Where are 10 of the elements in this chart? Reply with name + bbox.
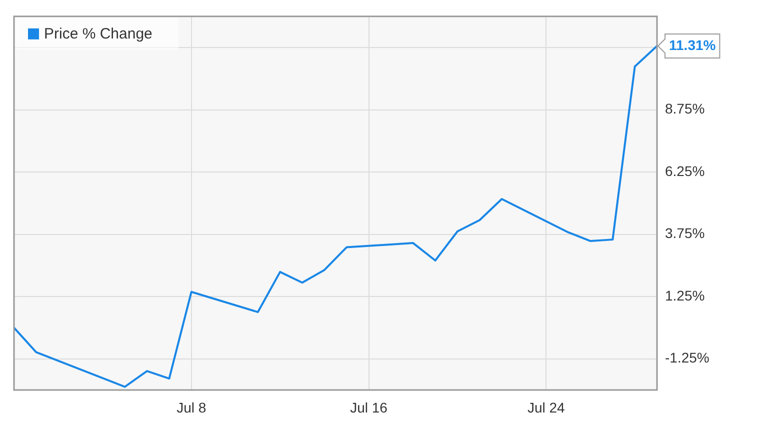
x-tick-label: Jul 24: [527, 399, 566, 416]
x-tick-label: Jul 8: [176, 399, 206, 416]
y-tick-label: 6.25%: [665, 162, 705, 179]
data-label: 11.31%: [669, 36, 716, 53]
y-tick-label: 8.75%: [665, 100, 705, 117]
y-tick-label: 3.75%: [665, 225, 705, 242]
legend-label: Price % Change: [44, 26, 152, 43]
x-tick-label: Jul 16: [350, 399, 388, 416]
y-tick-label: 1.25%: [665, 287, 705, 304]
y-tick-label: -1.25%: [665, 350, 710, 366]
